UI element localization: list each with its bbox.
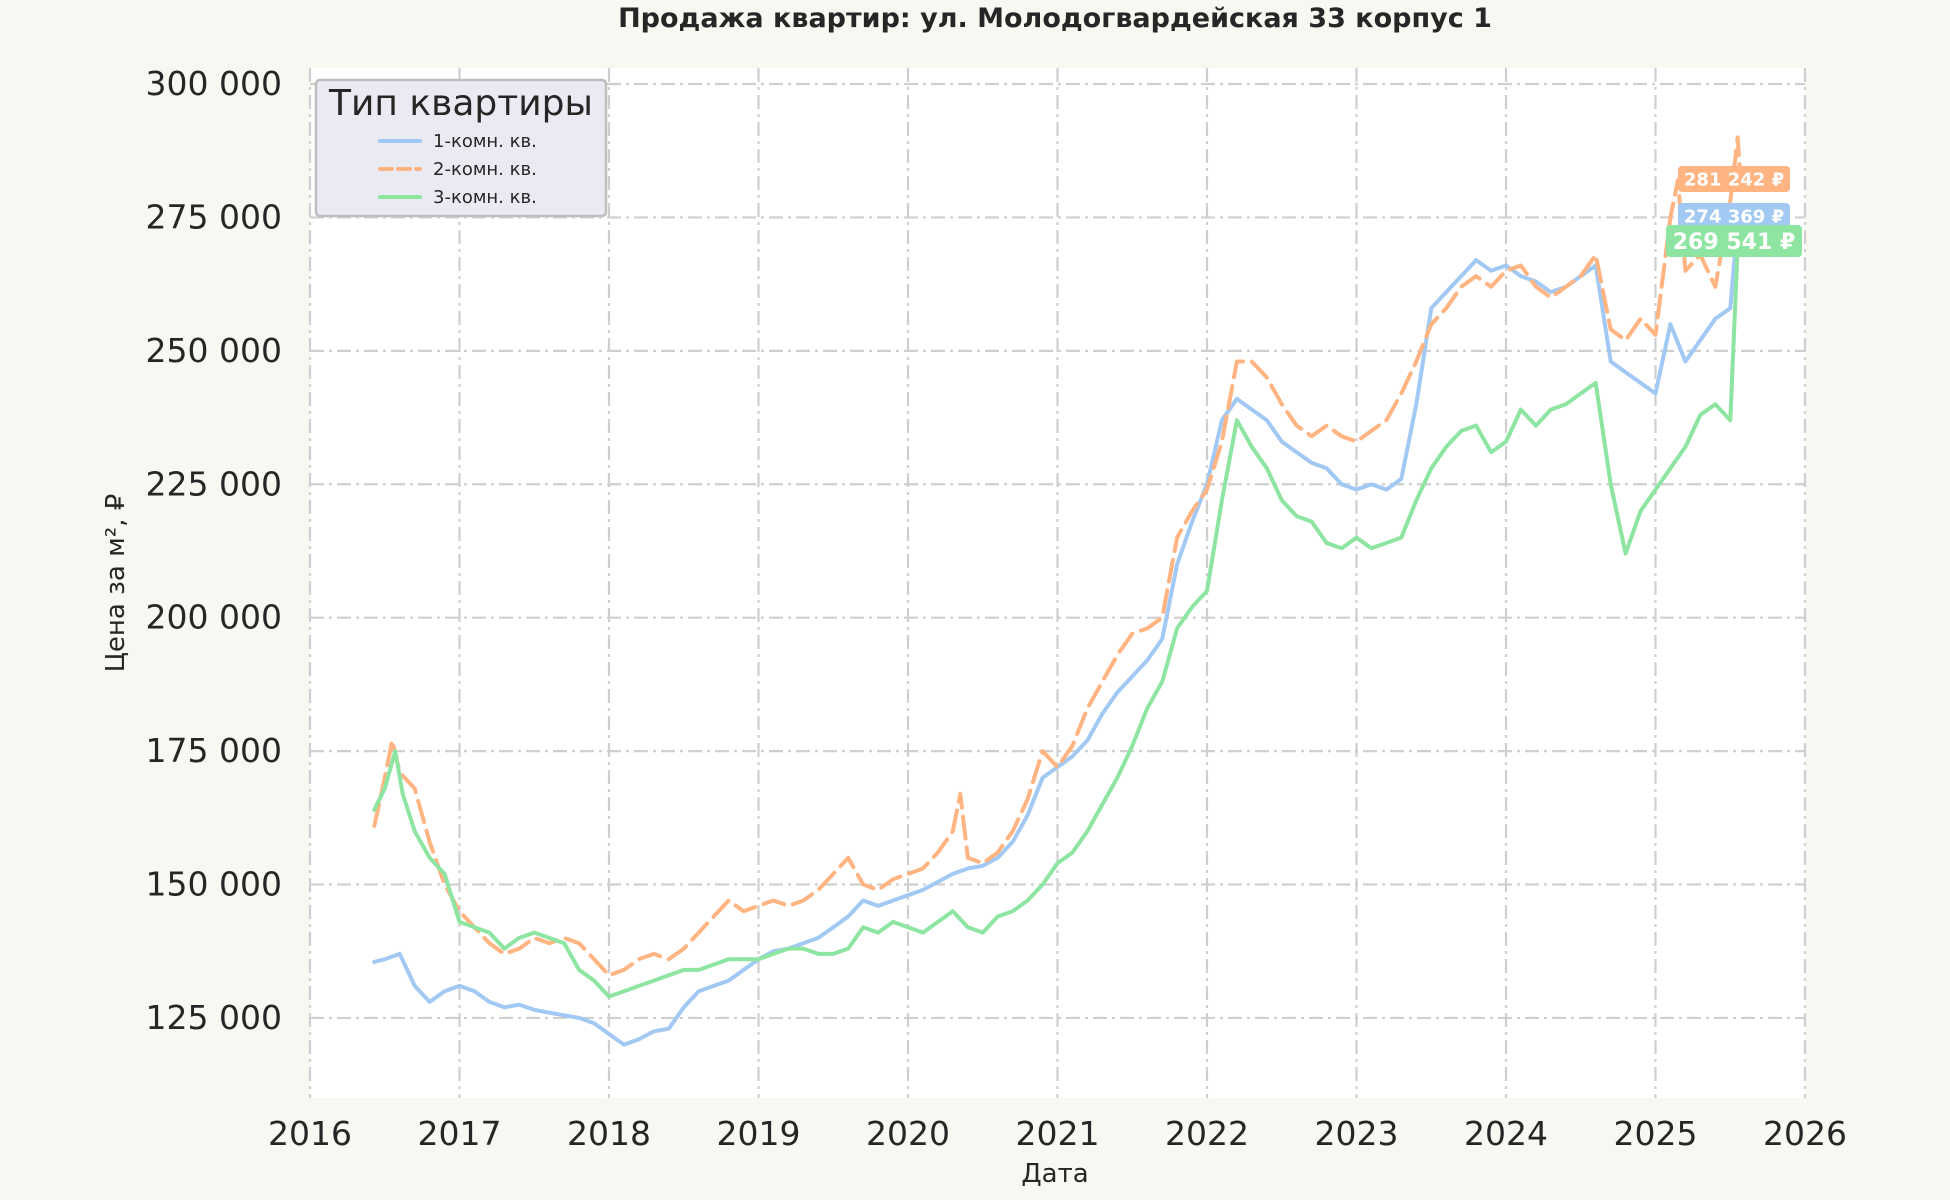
series-line-2 — [372, 135, 1743, 978]
legend-label-2: 2-комн. кв. — [433, 159, 537, 180]
y-tick-label: 200 000 — [146, 598, 282, 637]
end-label-box-2 — [1678, 166, 1790, 192]
y-tick-label: 150 000 — [146, 865, 282, 904]
x-axis: 2016 2017 2018 2019 2020 2021 2022 2023 2024 2025… — [268, 1114, 1847, 1153]
x-tick-label: 2022 — [1165, 1114, 1249, 1153]
end-label-2: 281 242 ₽ — [1684, 169, 1784, 190]
end-label-box-3 — [1666, 225, 1802, 257]
legend-box — [314, 78, 608, 218]
y-tick-label: 225 000 — [146, 464, 282, 503]
x-tick-label: 2017 — [418, 1114, 502, 1153]
end-label-1: 274 369 ₽ — [1684, 206, 1784, 227]
x-tick-label: 2020 — [866, 1114, 950, 1153]
series-lines — [372, 135, 1743, 1047]
x-tick-label: 2026 — [1763, 1114, 1847, 1153]
x-tick-label: 2016 — [268, 1114, 352, 1153]
y-tick-label: 125 000 — [146, 998, 282, 1037]
end-labels: 281 242 ₽ 274 369 ₽ 269 541 ₽ — [1666, 166, 1802, 257]
x-tick-label: 2023 — [1315, 1114, 1399, 1153]
x-tick-label: 2021 — [1016, 1114, 1100, 1153]
chart-title: Продажа квартир: ул. Молодогвардейская 3… — [618, 3, 1492, 34]
y-tick-label: 300 000 — [146, 64, 282, 103]
x-tick-label: 2019 — [717, 1114, 801, 1153]
legend-label-3: 3-комн. кв. — [433, 187, 537, 208]
legend: Тип квартиры 1-комн. кв. 2-комн. кв. 3-ком… — [314, 78, 608, 218]
series-line-3 — [372, 244, 1740, 999]
end-label-3: 269 541 ₽ — [1673, 230, 1795, 255]
y-tick-label: 175 000 — [146, 731, 282, 770]
x-axis-title: Дата — [1021, 1159, 1088, 1189]
end-label-box-1 — [1678, 203, 1790, 229]
y-axis: 125 000 150 000 175 000 200 000 225 000 250 0… — [146, 64, 282, 1037]
x-tick-label: 2024 — [1464, 1114, 1548, 1153]
y-tick-label: 250 000 — [146, 331, 282, 370]
grid-lines — [308, 68, 1807, 1098]
x-tick-label: 2025 — [1614, 1114, 1698, 1153]
legend-title: Тип квартиры — [328, 83, 593, 124]
x-tick-label: 2018 — [567, 1114, 651, 1153]
y-axis-title: Цена за м², ₽ — [101, 494, 131, 673]
legend-label-1: 1-комн. кв. — [433, 131, 537, 152]
legend-items: 1-комн. кв. 2-комн. кв. 3-комн. кв. — [378, 131, 537, 208]
y-tick-label: 275 000 — [146, 197, 282, 236]
